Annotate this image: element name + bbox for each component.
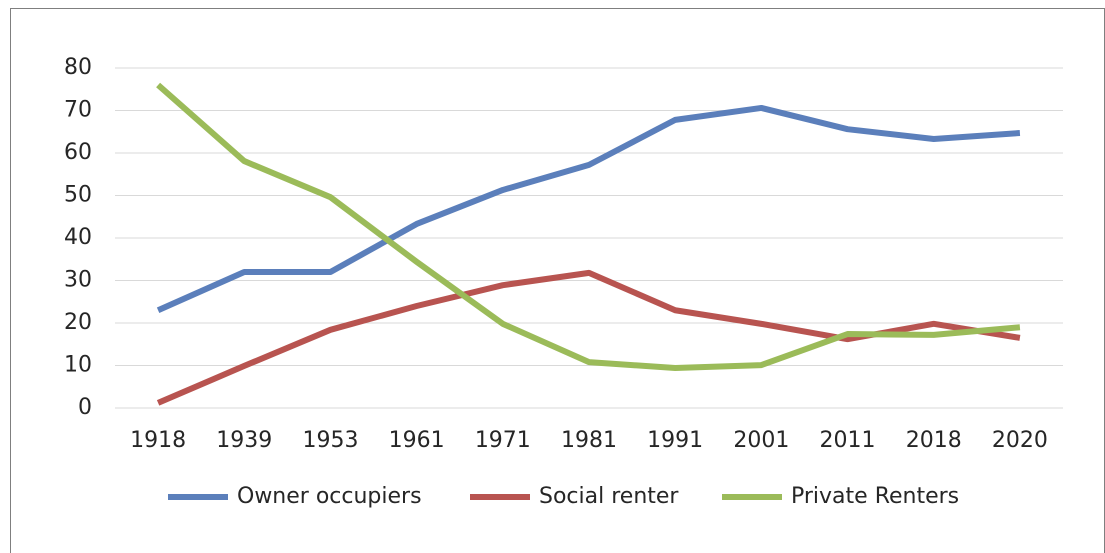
y-tick-label: 20 [64, 310, 92, 335]
legend-label: Private Renters [791, 484, 959, 509]
x-tick-label: 1939 [216, 428, 272, 453]
x-tick-label: 2018 [906, 428, 962, 453]
x-tick-label: 1991 [647, 428, 703, 453]
x-tick-label: 1918 [130, 428, 186, 453]
legend-label: Owner occupiers [237, 484, 422, 509]
x-tick-label: 2011 [820, 428, 876, 453]
series-line [156, 269, 1021, 406]
y-tick-label: 70 [64, 98, 92, 123]
y-tick-label: 40 [64, 225, 92, 250]
y-tick-label: 80 [64, 55, 92, 80]
x-tick-label: 2020 [992, 428, 1048, 453]
y-tick-label: 50 [64, 183, 92, 208]
x-tick-label: 1953 [302, 428, 358, 453]
x-tick-label: 2001 [733, 428, 789, 453]
x-tick-label: 1971 [475, 428, 531, 453]
series-line [156, 82, 1021, 372]
y-tick-label: 0 [78, 395, 92, 420]
legend-label: Social renter [539, 484, 679, 509]
x-tick-label: 1961 [389, 428, 445, 453]
x-tick-label: 1981 [561, 428, 617, 453]
y-tick-label: 60 [64, 140, 92, 165]
series-line [156, 104, 1021, 313]
y-tick-label: 30 [64, 268, 92, 293]
y-tick-label: 10 [64, 353, 92, 378]
